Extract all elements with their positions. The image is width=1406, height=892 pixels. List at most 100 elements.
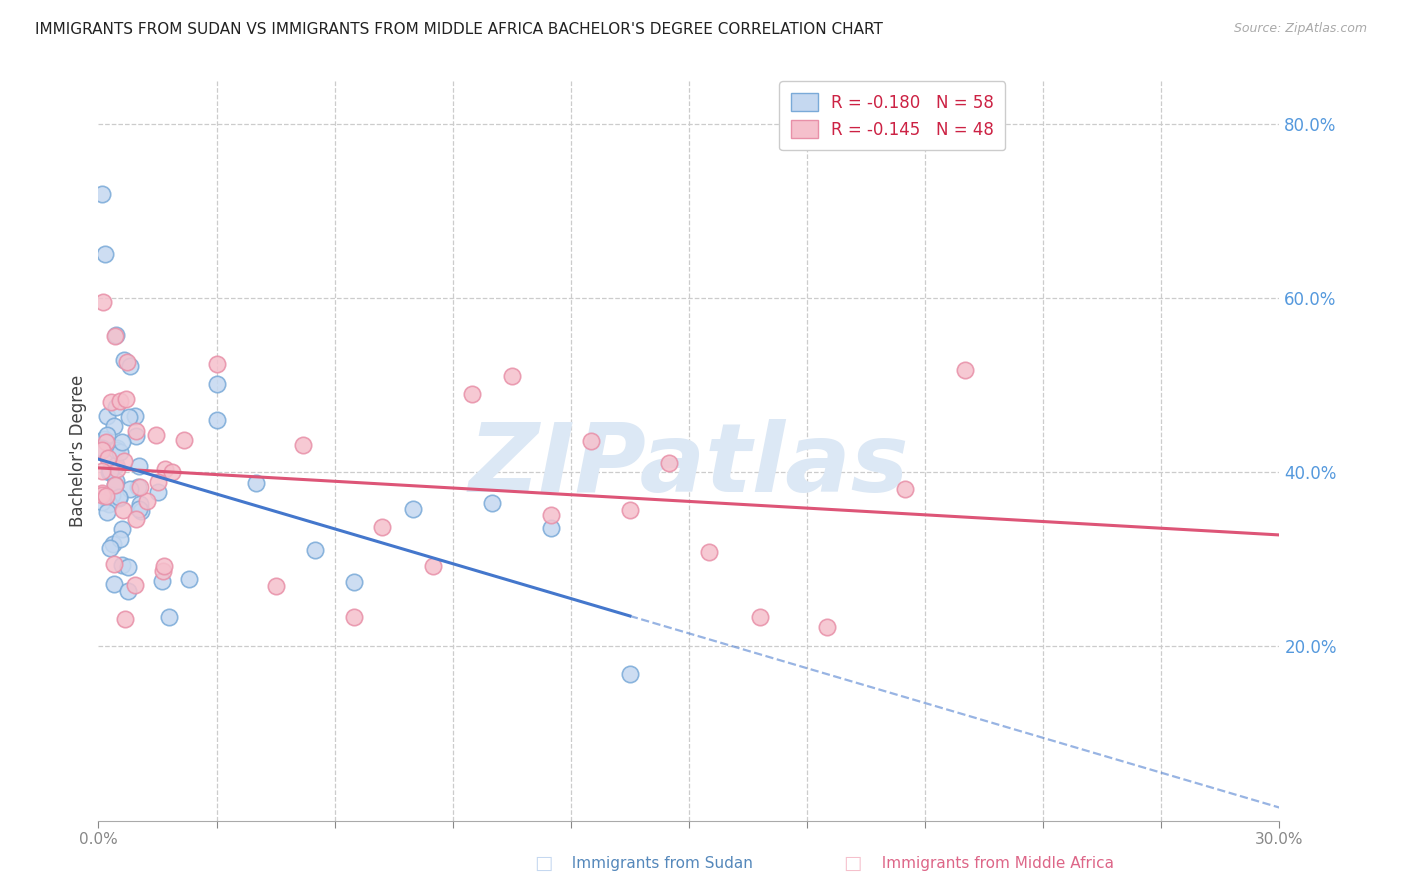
Point [127,480,149,494]
Point [101,536,124,550]
Point [422,558,444,573]
Point [115,354,138,368]
Point [91,464,114,478]
Point [540,521,562,535]
Point [128,497,150,511]
Point [179,572,201,586]
Point [124,577,146,591]
Point [953,363,976,377]
Point [205,357,228,371]
Point [104,478,127,492]
Point [91,186,114,201]
Point [105,328,128,343]
Point [104,400,127,414]
Text: Source: ZipAtlas.com: Source: ZipAtlas.com [1233,22,1367,36]
Point [205,413,228,427]
Point [104,329,127,343]
Point [110,445,132,459]
Point [125,511,148,525]
Point [111,523,134,537]
Point [96,409,118,424]
Point [501,368,523,383]
Point [108,532,131,546]
Point [128,459,150,474]
Legend: R = -0.180   N = 58, R = -0.145   N = 48: R = -0.180 N = 58, R = -0.145 N = 48 [779,81,1005,150]
Point [100,464,122,478]
Point [304,542,326,557]
Text: Immigrants from Middle Africa: Immigrants from Middle Africa [872,856,1114,871]
Point [110,435,132,450]
Point [150,574,173,588]
Text: IMMIGRANTS FROM SUDAN VS IMMIGRANTS FROM MIDDLE AFRICA BACHELOR'S DEGREE CORRELA: IMMIGRANTS FROM SUDAN VS IMMIGRANTS FROM… [35,22,883,37]
Point [118,409,141,424]
Point [103,577,125,591]
Point [894,482,917,496]
Point [103,419,125,434]
Point [91,443,114,458]
Point [128,502,150,516]
Point [117,583,139,598]
Point [658,456,681,470]
Point [815,620,838,634]
Point [91,495,114,509]
Point [100,488,122,502]
Point [108,491,131,505]
Point [371,520,394,534]
Point [94,247,117,261]
Point [153,462,176,476]
Point [343,574,366,589]
Point [104,442,127,457]
Point [118,482,141,496]
Point [153,559,176,574]
Point [96,428,118,442]
Point [125,428,148,442]
Point [91,295,114,310]
Point [748,610,770,624]
Point [129,504,152,518]
Point [91,487,114,501]
Point [264,579,287,593]
Point [117,560,139,574]
Point [94,434,117,449]
Point [619,503,641,517]
Point [108,491,131,505]
Text: □: □ [844,854,862,873]
Point [93,432,115,446]
Point [292,437,315,451]
Point [146,485,169,500]
Point [111,503,134,517]
Point [91,486,114,500]
Point [145,428,167,442]
Point [160,465,183,479]
Point [98,541,121,555]
Point [481,496,503,510]
Point [173,433,195,447]
Point [619,667,641,681]
Point [105,441,128,455]
Point [104,474,127,488]
Point [96,489,118,503]
Text: ZIPatlas: ZIPatlas [468,418,910,512]
Point [100,395,122,409]
Point [114,612,136,626]
Point [152,564,174,578]
Text: □: □ [534,854,553,873]
Point [96,505,118,519]
Point [697,545,720,559]
Point [100,448,122,462]
Point [402,502,425,516]
Point [98,465,121,479]
Point [112,353,135,368]
Point [98,497,121,511]
Point [146,475,169,490]
Point [205,376,228,391]
Point [136,494,159,508]
Text: Immigrants from Sudan: Immigrants from Sudan [562,856,754,871]
Point [120,359,142,374]
Point [91,442,114,456]
Point [343,610,366,624]
Point [108,393,131,408]
Point [157,609,180,624]
Point [579,434,602,448]
Point [461,386,484,401]
